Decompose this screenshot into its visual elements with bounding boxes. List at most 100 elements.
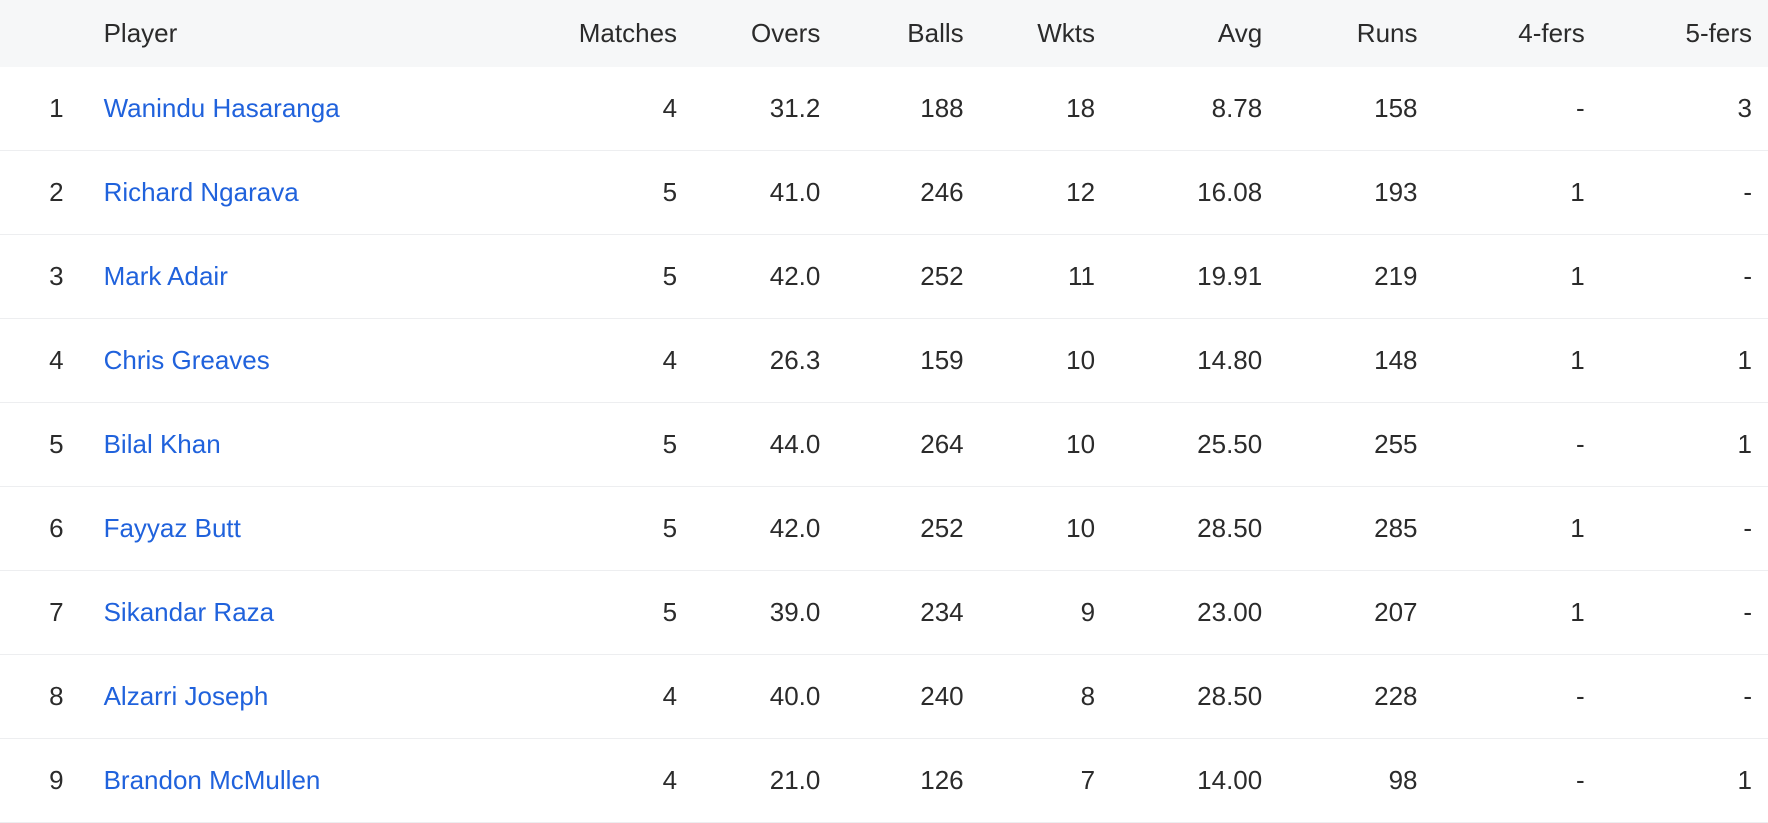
player-link[interactable]: Sikandar Raza (104, 597, 275, 627)
cell-avg: 28.50 (1111, 487, 1278, 571)
cell-five: - (1601, 487, 1768, 571)
table-row: 4Chris Greaves426.31591014.8014811 (0, 319, 1768, 403)
player-link[interactable]: Richard Ngarava (104, 177, 299, 207)
cell-rank: 3 (0, 235, 84, 319)
table-row: 7 Sikandar Raza 539.0234923.002071- (0, 571, 1768, 655)
cell-wkts: 18 (980, 67, 1111, 151)
cell-player: Chris Greaves (84, 319, 538, 403)
cell-four: - (1434, 739, 1601, 823)
cell-balls: 246 (836, 151, 979, 235)
cell-wkts: 11 (980, 235, 1111, 319)
table-row: 8Alzarri Joseph440.0240828.50228-- (0, 655, 1768, 739)
cell-runs: 158 (1278, 67, 1433, 151)
col-header-rank (0, 0, 84, 67)
stats-table: Player Matches Overs Balls Wkts Avg Runs… (0, 0, 1768, 823)
cell-matches: 5 (537, 571, 693, 655)
col-header-avg: Avg (1111, 0, 1278, 67)
player-link[interactable]: Alzarri Joseph (104, 681, 269, 711)
cell-runs: 148 (1278, 319, 1433, 403)
player-link[interactable]: Brandon McMullen (104, 765, 321, 795)
cell-player: Sikandar Raza (84, 571, 538, 655)
cell-overs: 40.0 (693, 655, 836, 739)
table-row: 3Mark Adair542.02521119.912191- (0, 235, 1768, 319)
cell-player: Brandon McMullen (84, 739, 538, 823)
col-header-balls: Balls (836, 0, 979, 67)
cell-balls: 252 (836, 235, 979, 319)
cell-wkts: 9 (980, 571, 1111, 655)
cell-player: Alzarri Joseph (84, 655, 538, 739)
cell-overs: 41.0 (693, 151, 836, 235)
player-link[interactable]: Fayyaz Butt (104, 513, 241, 543)
cell-player: Bilal Khan (84, 403, 538, 487)
cell-wkts: 8 (980, 655, 1111, 739)
cell-runs: 228 (1278, 655, 1433, 739)
cell-rank: 4 (0, 319, 84, 403)
cell-overs: 42.0 (693, 235, 836, 319)
cell-five: 3 (1601, 67, 1768, 151)
cell-avg: 28.50 (1111, 655, 1278, 739)
cell-wkts: 10 (980, 403, 1111, 487)
cell-runs: 98 (1278, 739, 1433, 823)
cell-overs: 39.0 (693, 571, 836, 655)
cell-rank: 2 (0, 151, 84, 235)
col-header-matches: Matches (537, 0, 693, 67)
cell-five: - (1601, 235, 1768, 319)
cell-four: - (1434, 655, 1601, 739)
col-header-wkts: Wkts (980, 0, 1111, 67)
cell-player: Mark Adair (84, 235, 538, 319)
cell-runs: 207 (1278, 571, 1433, 655)
player-link[interactable]: Bilal Khan (104, 429, 221, 459)
player-link[interactable]: Chris Greaves (104, 345, 270, 375)
cell-matches: 4 (537, 655, 693, 739)
cell-balls: 234 (836, 571, 979, 655)
cell-runs: 285 (1278, 487, 1433, 571)
cell-rank: 8 (0, 655, 84, 739)
cell-five: - (1601, 151, 1768, 235)
cell-overs: 42.0 (693, 487, 836, 571)
table-row: 9Brandon McMullen421.0126714.0098-1 (0, 739, 1768, 823)
col-header-runs: Runs (1278, 0, 1433, 67)
col-header-overs: Overs (693, 0, 836, 67)
player-link[interactable]: Wanindu Hasaranga (104, 93, 340, 123)
cell-player: Fayyaz Butt (84, 487, 538, 571)
cell-wkts: 12 (980, 151, 1111, 235)
table-body: 1Wanindu Hasaranga431.2188188.78158-32Ri… (0, 67, 1768, 823)
cell-matches: 4 (537, 67, 693, 151)
cell-balls: 188 (836, 67, 979, 151)
cell-balls: 240 (836, 655, 979, 739)
cell-rank: 7 (0, 571, 84, 655)
cell-five: 1 (1601, 319, 1768, 403)
cell-matches: 4 (537, 739, 693, 823)
table-header-row: Player Matches Overs Balls Wkts Avg Runs… (0, 0, 1768, 67)
cell-four: 1 (1434, 235, 1601, 319)
cell-five: 1 (1601, 403, 1768, 487)
cell-runs: 255 (1278, 403, 1433, 487)
col-header-4fers: 4-fers (1434, 0, 1601, 67)
cell-avg: 14.00 (1111, 739, 1278, 823)
cell-balls: 159 (836, 319, 979, 403)
cell-avg: 14.80 (1111, 319, 1278, 403)
cell-player: Wanindu Hasaranga (84, 67, 538, 151)
cell-runs: 193 (1278, 151, 1433, 235)
cell-matches: 5 (537, 487, 693, 571)
cell-rank: 6 (0, 487, 84, 571)
cell-avg: 25.50 (1111, 403, 1278, 487)
cell-five: - (1601, 571, 1768, 655)
table-row: 6Fayyaz Butt542.02521028.502851- (0, 487, 1768, 571)
cell-overs: 31.2 (693, 67, 836, 151)
cell-five: - (1601, 655, 1768, 739)
col-header-5fers: 5-fers (1601, 0, 1768, 67)
cell-four: 1 (1434, 571, 1601, 655)
cell-balls: 252 (836, 487, 979, 571)
player-link[interactable]: Mark Adair (104, 261, 228, 291)
cell-overs: 44.0 (693, 403, 836, 487)
table-row: 1Wanindu Hasaranga431.2188188.78158-3 (0, 67, 1768, 151)
cell-matches: 4 (537, 319, 693, 403)
cell-player: Richard Ngarava (84, 151, 538, 235)
cell-wkts: 10 (980, 319, 1111, 403)
col-header-player: Player (84, 0, 538, 67)
cell-avg: 19.91 (1111, 235, 1278, 319)
cell-rank: 1 (0, 67, 84, 151)
cell-avg: 23.00 (1111, 571, 1278, 655)
cell-four: 1 (1434, 151, 1601, 235)
